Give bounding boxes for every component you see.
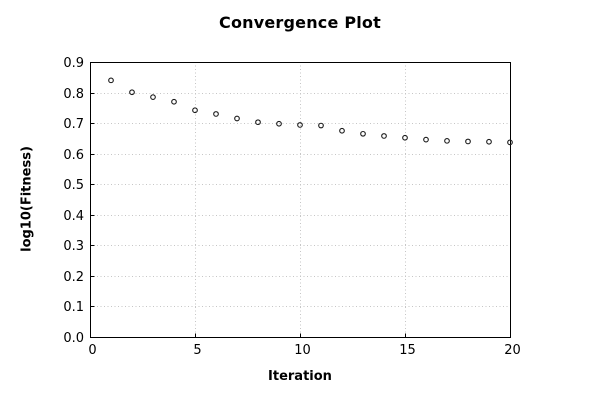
plot-border (90, 62, 511, 338)
y-tick-label: 0.8 (63, 87, 84, 102)
data-point (150, 94, 156, 100)
data-point (213, 111, 219, 117)
data-point (465, 138, 471, 145)
chart-title: Convergence Plot (219, 13, 381, 32)
data-point (276, 120, 282, 127)
x-axis-label: Iteration (268, 369, 332, 384)
data-point (486, 138, 492, 145)
x-tick-label: 15 (399, 343, 416, 358)
data-point (171, 98, 177, 105)
x-tick-label: 20 (504, 343, 521, 358)
data-point (381, 133, 387, 139)
data-point (297, 122, 303, 128)
data-point (339, 127, 345, 134)
data-point (423, 136, 429, 143)
data-point (129, 89, 135, 96)
data-point (402, 134, 408, 141)
y-tick-label: 0.9 (63, 56, 84, 71)
data-point (318, 122, 324, 129)
y-tick-label: 0.7 (63, 117, 84, 132)
y-tick-label: 0.3 (63, 239, 84, 254)
y-tick-label: 0.4 (63, 209, 84, 224)
x-tick-label: 0 (88, 343, 96, 358)
data-point (360, 130, 366, 137)
data-point (507, 139, 513, 146)
y-tick-label: 0.6 (63, 148, 84, 163)
y-tick-label: 0.0 (63, 331, 84, 346)
data-point (108, 77, 114, 84)
x-tick-label: 5 (193, 343, 201, 358)
data-point (192, 107, 198, 114)
y-tick-label: 0.2 (63, 270, 84, 285)
data-point (444, 137, 450, 144)
x-tick-label: 10 (294, 343, 311, 358)
y-tick-label: 0.5 (63, 178, 84, 193)
data-point (234, 115, 240, 122)
y-tick-label: 0.1 (63, 300, 84, 315)
data-point (255, 119, 261, 126)
